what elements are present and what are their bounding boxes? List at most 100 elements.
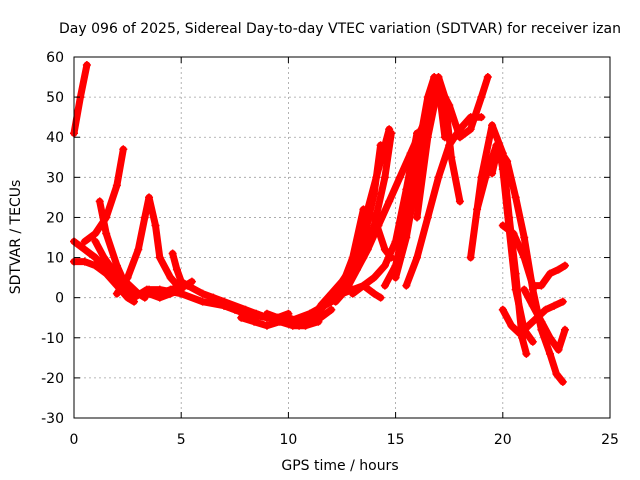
data-point [342, 285, 351, 294]
data-point [385, 197, 394, 206]
data-point [423, 133, 432, 142]
data-point [413, 213, 422, 222]
data-point [177, 277, 186, 286]
data-point [327, 297, 336, 306]
data-point [550, 301, 559, 310]
data-point [140, 293, 149, 302]
data-point [498, 165, 507, 174]
data-point [295, 321, 304, 330]
data-point [455, 197, 464, 206]
data-point [370, 189, 379, 198]
series-track-19 [332, 105, 434, 306]
data-point [455, 125, 464, 134]
y-tick-label: 0 [55, 291, 64, 307]
data-point [402, 281, 411, 290]
data-point [498, 221, 507, 230]
data-point [520, 285, 529, 294]
data-point [166, 273, 175, 282]
data-point [177, 289, 186, 298]
data-point [370, 289, 379, 298]
data-point [511, 193, 520, 202]
data-point [466, 253, 475, 262]
data-point [423, 213, 432, 222]
data-point [183, 281, 192, 290]
data-point [273, 313, 282, 322]
data-point [155, 253, 164, 262]
y-tick-label: 60 [46, 50, 64, 66]
data-point [100, 253, 109, 262]
data-point [155, 293, 164, 302]
data-point [528, 301, 537, 310]
x-tick-label: 0 [70, 432, 79, 448]
data-point [134, 289, 143, 298]
series-track-8 [169, 250, 192, 290]
data-point [406, 149, 415, 158]
data-point [112, 289, 121, 298]
data-point [134, 245, 143, 254]
data-point [119, 145, 128, 154]
data-point [145, 285, 154, 294]
data-point [125, 281, 134, 290]
data-point [498, 305, 507, 314]
y-tick-label: -10 [41, 331, 64, 347]
data-point [123, 273, 132, 282]
data-point [353, 265, 362, 274]
data-point [363, 245, 372, 254]
data-point [466, 125, 475, 134]
data-point [558, 377, 567, 386]
data-point [380, 261, 389, 270]
data-point [198, 289, 207, 298]
data-point [395, 173, 404, 182]
data-point [102, 269, 111, 278]
data-point [112, 181, 121, 190]
data-point [481, 173, 490, 182]
data-point [509, 229, 518, 238]
data-point [545, 269, 554, 278]
data-point [445, 101, 454, 110]
chart-title: Day 096 of 2025, Sidereal Day-to-day VTE… [59, 21, 621, 37]
data-point [552, 369, 561, 378]
data-point [522, 349, 531, 358]
data-point [528, 281, 537, 290]
data-point [507, 321, 516, 330]
y-tick-label: 20 [46, 210, 64, 226]
data-point [262, 309, 271, 318]
data-point [95, 197, 104, 206]
data-point [151, 221, 160, 230]
y-tick-label: -30 [41, 411, 64, 427]
data-point [262, 321, 271, 330]
data-point [541, 305, 550, 314]
data-point [198, 297, 207, 306]
data-point [370, 273, 379, 282]
data-point [359, 205, 368, 214]
data-point [380, 281, 389, 290]
data-point [327, 305, 336, 314]
data-point [130, 297, 139, 306]
data-point [528, 337, 537, 346]
data-point [80, 257, 89, 266]
data-layer [70, 61, 569, 386]
plot-frame [73, 56, 611, 419]
y-tick-label: 30 [46, 170, 64, 186]
data-point [348, 253, 357, 262]
data-point [168, 249, 177, 258]
data-point [91, 261, 100, 270]
data-point [477, 113, 486, 122]
data-point [91, 253, 100, 262]
y-tick-label: -20 [41, 371, 64, 387]
y-tick-label: 50 [46, 90, 64, 106]
data-point [209, 293, 218, 302]
series-track-23 [413, 73, 492, 221]
data-point [524, 321, 533, 330]
data-point [284, 317, 293, 326]
data-point [477, 93, 486, 102]
data-point [112, 261, 121, 270]
data-point [511, 285, 520, 294]
data-point [348, 289, 357, 298]
data-point [560, 261, 569, 270]
data-point [172, 265, 181, 274]
data-point [102, 229, 111, 238]
data-point [515, 329, 524, 338]
